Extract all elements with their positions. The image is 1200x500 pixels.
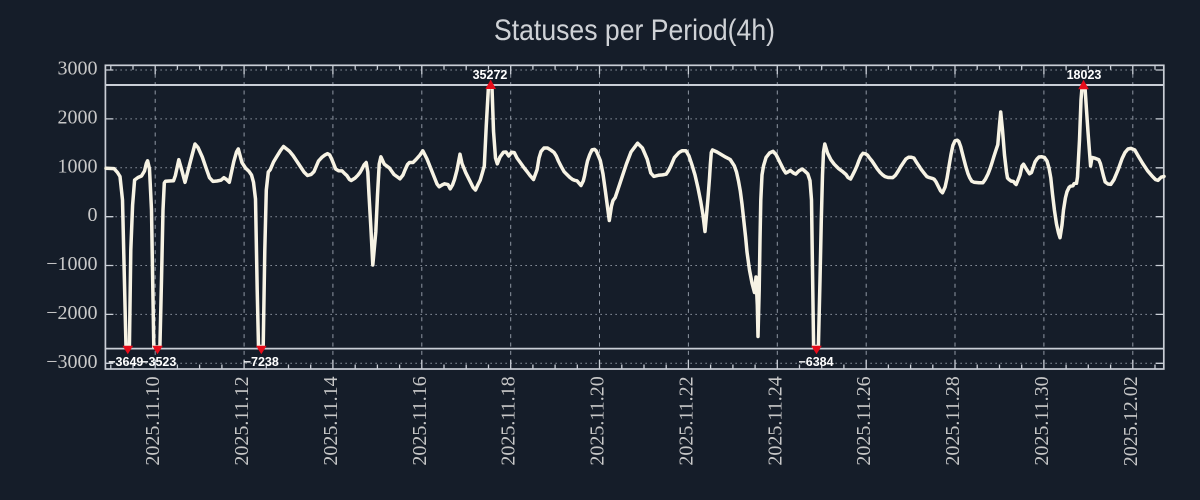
svg-text:−3649: −3649: [108, 355, 143, 369]
svg-text:3000: 3000: [58, 58, 98, 80]
svg-text:2025.11.22: 2025.11.22: [675, 376, 697, 465]
svg-text:2000: 2000: [58, 106, 98, 128]
svg-text:2025.12.02: 2025.12.02: [1120, 376, 1142, 466]
svg-text:1000: 1000: [58, 155, 98, 177]
svg-text:2025.11.20: 2025.11.20: [587, 376, 609, 465]
svg-text:Statuses per Period(4h): Statuses per Period(4h): [494, 14, 775, 47]
svg-text:2025.11.26: 2025.11.26: [853, 376, 875, 465]
svg-text:2025.11.24: 2025.11.24: [764, 376, 786, 465]
svg-text:18023: 18023: [1067, 68, 1102, 82]
svg-text:2025.11.28: 2025.11.28: [942, 376, 964, 465]
svg-text:−1000: −1000: [46, 253, 97, 275]
svg-text:−7238: −7238: [244, 355, 279, 369]
svg-text:2025.11.18: 2025.11.18: [498, 376, 520, 465]
svg-text:2025.11.16: 2025.11.16: [409, 376, 431, 465]
svg-text:−3000: −3000: [46, 351, 97, 373]
svg-text:35272: 35272: [473, 68, 508, 82]
svg-text:2025.11.12: 2025.11.12: [231, 376, 253, 465]
svg-text:2025.11.10: 2025.11.10: [142, 376, 164, 465]
svg-text:0: 0: [88, 204, 98, 226]
svg-text:2025.11.30: 2025.11.30: [1031, 376, 1053, 465]
svg-text:−2000: −2000: [46, 302, 97, 324]
svg-text:−6384: −6384: [798, 355, 833, 369]
svg-text:−3523: −3523: [141, 355, 176, 369]
svg-text:2025.11.14: 2025.11.14: [320, 376, 342, 465]
